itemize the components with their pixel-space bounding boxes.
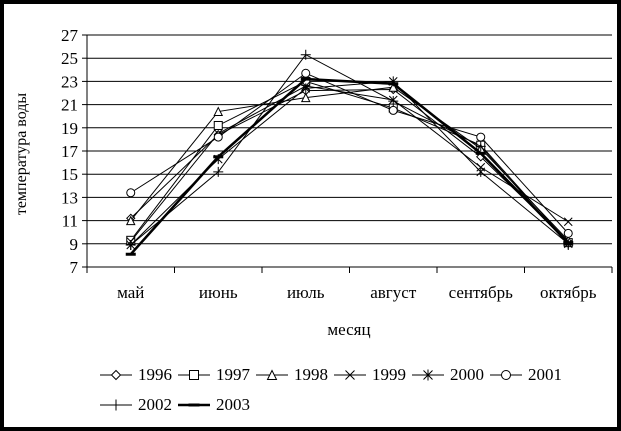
series-line-1999 <box>130 85 569 242</box>
legend-item-1996: 1996 <box>100 360 178 390</box>
y-tick-label: 7 <box>70 258 79 277</box>
legend-marker-plus-icon <box>100 399 132 411</box>
y-tick-label: 9 <box>70 235 79 254</box>
legend-label: 2002 <box>138 395 172 414</box>
y-tick-label: 17 <box>61 142 79 161</box>
plus-marker <box>110 399 122 411</box>
plus-marker <box>300 49 311 60</box>
temperature-line-chart: 27 25 23 21 19 17 15 13 11 9 7 май июнь июль август сен… <box>13 26 613 339</box>
circle-marker <box>213 132 223 142</box>
legend-item-2001: 2001 <box>490 360 568 390</box>
x-marker <box>345 370 355 380</box>
circle-marker <box>388 105 398 115</box>
legend-marker-diamond-icon <box>100 369 132 381</box>
triangle-marker <box>300 92 311 103</box>
x-tick-label: сентябрь <box>449 283 514 302</box>
series-1997 <box>126 76 573 248</box>
legend-label: 1997 <box>216 365 250 384</box>
dash-marker <box>563 241 574 245</box>
circle-marker <box>501 370 511 380</box>
chart-legend: 1996 1997 1998 1999 2000 2001 2002 2003 <box>100 360 586 420</box>
x-tick-label: май <box>117 283 144 302</box>
x-axis-title: месяц <box>327 320 370 339</box>
triangle-marker <box>125 215 136 226</box>
series-line-2003 <box>129 77 570 256</box>
circle-marker <box>563 228 573 238</box>
plus-marker <box>475 141 486 152</box>
square-marker <box>213 120 223 130</box>
legend-marker-star-icon <box>412 369 444 381</box>
x-tick-label: август <box>370 283 417 302</box>
legend-label: 1998 <box>294 365 328 384</box>
plus-marker <box>125 239 136 250</box>
legend-item-2000: 2000 <box>412 360 490 390</box>
series-2002 <box>125 49 574 250</box>
star-marker <box>476 166 486 177</box>
legend-item-2003: 2003 <box>178 390 256 420</box>
y-tick-label: 21 <box>61 96 78 115</box>
dash-marker <box>188 403 200 407</box>
y-tick-label: 11 <box>62 212 78 231</box>
x-marker <box>563 217 573 227</box>
series-line-1996 <box>130 89 569 242</box>
circle-marker <box>476 132 486 142</box>
legend-marker-circle-icon <box>490 370 522 380</box>
legend-label: 1996 <box>138 365 172 384</box>
series-line-2001 <box>130 72 569 234</box>
series-1996 <box>126 84 573 247</box>
dash-marker <box>213 155 224 159</box>
x-tick-label: октябрь <box>540 283 597 302</box>
star-marker <box>423 369 433 381</box>
dash-marker <box>300 77 311 81</box>
circle-marker <box>301 68 311 78</box>
legend-label: 2001 <box>528 365 562 384</box>
legend-marker-x-icon <box>334 370 366 380</box>
legend-marker-dash-icon <box>178 403 210 407</box>
legend-label: 1999 <box>372 365 406 384</box>
legend-marker-square-icon <box>178 370 210 380</box>
y-tick-label: 15 <box>61 165 78 184</box>
y-tick-label: 25 <box>61 49 78 68</box>
legend-item-2002: 2002 <box>100 390 178 420</box>
x-tick-label: июль <box>287 283 325 302</box>
legend-item-1998: 1998 <box>256 360 334 390</box>
y-tick-label: 13 <box>61 188 78 207</box>
legend-item-1999: 1999 <box>334 360 412 390</box>
series-2000 <box>126 76 573 250</box>
axes <box>82 34 613 273</box>
series-line-1998 <box>130 86 569 241</box>
y-tick-label: 23 <box>61 72 78 91</box>
legend-label: 2003 <box>216 395 250 414</box>
plus-marker <box>213 166 224 177</box>
y-tick-label: 27 <box>61 26 79 45</box>
series-line-1997 <box>130 80 569 243</box>
diamond-marker <box>110 369 122 381</box>
y-axis-title: температура воды <box>13 93 30 216</box>
triangle-marker <box>266 369 278 380</box>
gridlines <box>87 34 612 268</box>
plus-marker <box>388 96 399 107</box>
legend-label: 2000 <box>450 365 484 384</box>
axis-tick-labels: 27 25 23 21 19 17 15 13 11 9 7 май июнь июль август сен… <box>61 26 597 302</box>
x-tick-label: июнь <box>199 283 238 302</box>
y-tick-label: 19 <box>61 119 78 138</box>
data-series <box>125 49 574 256</box>
dash-marker <box>125 252 136 256</box>
square-marker <box>189 370 199 380</box>
series-line-2002 <box>130 54 569 246</box>
dash-marker <box>475 151 486 155</box>
series-2003 <box>125 77 574 256</box>
circle-marker <box>126 188 136 198</box>
triangle-marker <box>388 82 399 92</box>
legend-item-1997: 1997 <box>178 360 256 390</box>
star-marker <box>301 83 311 94</box>
dash-marker <box>388 82 399 86</box>
triangle-marker <box>213 106 224 117</box>
series-2001 <box>126 68 573 238</box>
legend-marker-triangle-icon <box>256 369 288 380</box>
